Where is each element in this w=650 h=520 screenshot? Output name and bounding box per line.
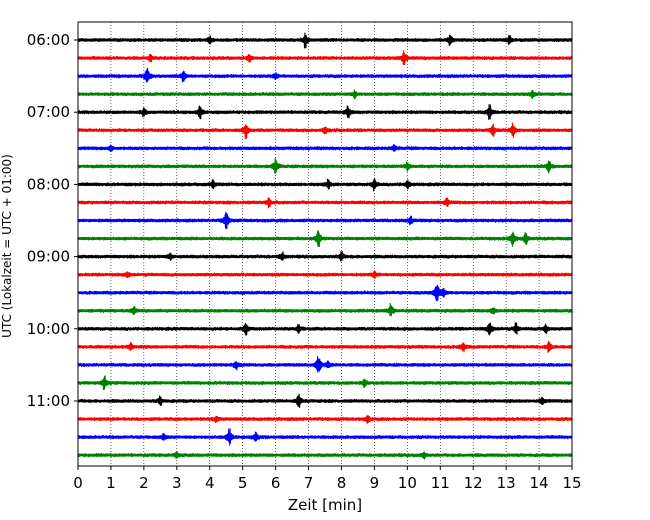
seismogram-trace — [77, 284, 573, 302]
x-tick-label: 6 — [271, 474, 281, 492]
x-tick-label: 7 — [304, 474, 314, 492]
seismogram-trace — [77, 32, 573, 49]
seismogram-trace — [77, 211, 573, 229]
seismogram-trace — [77, 230, 573, 248]
seismogram-trace — [77, 375, 573, 391]
seismogram-trace — [77, 451, 573, 460]
x-axis: 0 1 2 3 4 5 6 7 8 9 10 11 12 13 14 15 — [73, 466, 582, 492]
seismogram-trace — [77, 104, 573, 120]
x-axis-label: Zeit [min] — [288, 496, 362, 514]
seismogram-trace — [77, 302, 573, 317]
seismogram-trace — [77, 50, 573, 66]
x-tick-label: 0 — [73, 474, 83, 492]
y-tick-label: 06:00 — [27, 31, 70, 49]
seismogram-trace — [77, 270, 573, 279]
x-tick-label: 1 — [106, 474, 116, 492]
seismogram-trace — [77, 122, 573, 140]
seismogram-trace — [77, 67, 573, 83]
x-tick-label: 10 — [398, 474, 417, 492]
plot-frame — [77, 21, 573, 467]
seismogram-trace — [77, 157, 573, 175]
seismogram-trace — [77, 355, 573, 373]
x-tick-label: 13 — [497, 474, 516, 492]
x-tick-label: 14 — [530, 474, 549, 492]
seismogram-trace — [77, 197, 573, 209]
y-tick-label: 10:00 — [27, 320, 70, 338]
x-tick-label: 11 — [431, 474, 450, 492]
seismogram-trace — [77, 322, 573, 336]
seismogram-trace — [77, 340, 573, 353]
y-axis-label: UTC (Lokalzeit = UTC + 01:00) — [0, 154, 14, 338]
x-tick-label: 5 — [238, 474, 248, 492]
x-tick-label: 12 — [464, 474, 483, 492]
seismogram-trace — [77, 178, 573, 192]
x-tick-label: 2 — [139, 474, 149, 492]
seismogram-trace — [77, 393, 573, 408]
seismogram-trace — [77, 250, 573, 262]
x-tick-label: 3 — [172, 474, 182, 492]
seismogram-trace — [77, 89, 573, 100]
y-tick-label: 08:00 — [27, 175, 70, 193]
y-tick-label: 09:00 — [27, 248, 70, 266]
x-tick-label: 4 — [205, 474, 215, 492]
seismogram-trace — [77, 428, 573, 446]
x-tick-label: 15 — [562, 474, 581, 492]
y-axis: 06:00 07:00 08:00 09:00 10:00 11:00 — [27, 31, 78, 410]
seismogram-trace — [77, 144, 573, 153]
trace-group — [77, 32, 573, 460]
x-tick-label: 9 — [370, 474, 380, 492]
x-tick-label: 8 — [337, 474, 347, 492]
seismogram-trace — [77, 414, 573, 424]
y-tick-label: 07:00 — [27, 103, 70, 121]
y-tick-label: 11:00 — [27, 392, 70, 410]
grid-lines — [110, 22, 540, 466]
